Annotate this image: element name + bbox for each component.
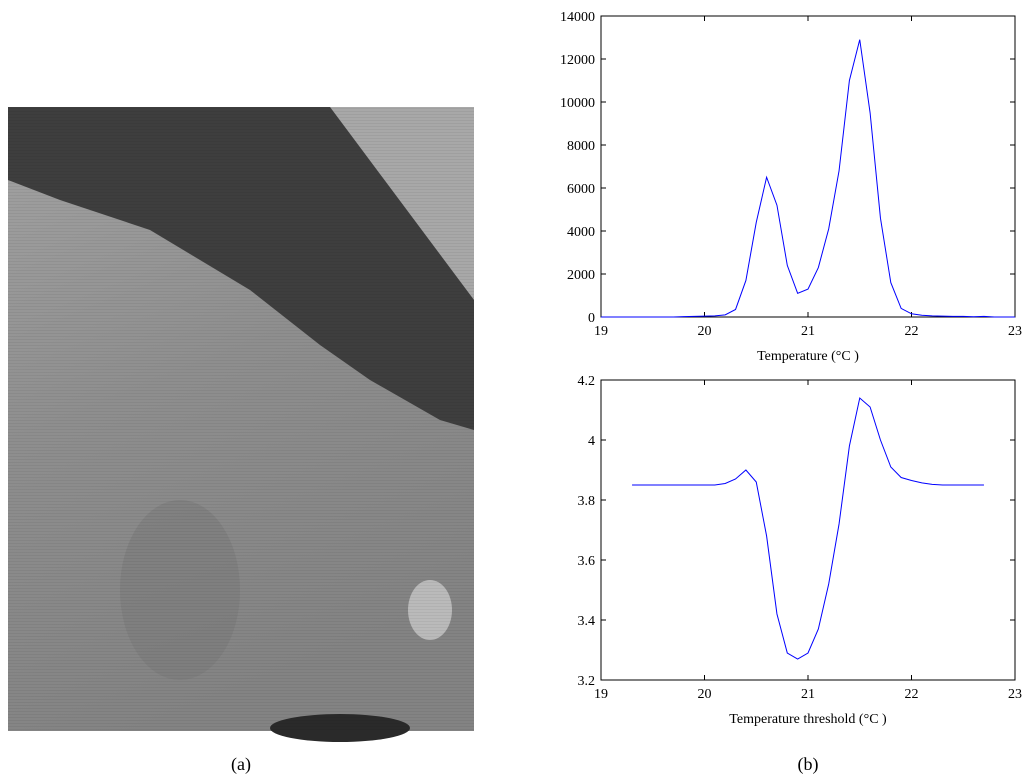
plot-frame bbox=[600, 379, 1016, 681]
y-tick-label: 12000 bbox=[560, 53, 595, 68]
y-tick-label: 0 bbox=[588, 311, 595, 326]
y-tick-label: 3.8 bbox=[578, 494, 596, 509]
x-tick-label: 19 bbox=[594, 324, 608, 339]
y-tick-label: 8000 bbox=[567, 139, 595, 154]
y-tick-label: 4000 bbox=[567, 225, 595, 240]
x-axis-label: Temperature threshold (°C ) bbox=[729, 712, 887, 727]
x-tick-label: 20 bbox=[698, 324, 712, 339]
data-line bbox=[601, 39, 1015, 318]
y-tick-label: 14000 bbox=[560, 10, 595, 25]
x-axis-label: Temperature (°C ) bbox=[757, 349, 859, 364]
x-tick-label: 21 bbox=[801, 324, 815, 339]
y-tick-label: 2000 bbox=[567, 268, 595, 283]
x-tick-label: 19 bbox=[594, 687, 608, 702]
y-tick-label: 3.6 bbox=[578, 554, 596, 569]
y-tick-label: 4 bbox=[588, 434, 595, 449]
plot-frame bbox=[600, 15, 1016, 318]
y-tick-label: 4.2 bbox=[578, 374, 596, 389]
x-tick-label: 23 bbox=[1008, 324, 1022, 339]
y-tick-label: 3.4 bbox=[578, 614, 596, 629]
x-tick-label: 23 bbox=[1008, 687, 1022, 702]
caption: (a) bbox=[231, 754, 251, 775]
x-tick-label: 22 bbox=[905, 687, 919, 702]
caption: (b) bbox=[798, 754, 819, 775]
thermal-image bbox=[8, 107, 474, 742]
x-tick-label: 21 bbox=[801, 687, 815, 702]
y-tick-label: 6000 bbox=[567, 182, 595, 197]
y-tick-label: 10000 bbox=[560, 96, 595, 111]
data-line bbox=[632, 397, 984, 660]
x-tick-label: 22 bbox=[905, 324, 919, 339]
x-tick-label: 20 bbox=[698, 687, 712, 702]
y-tick-label: 3.2 bbox=[578, 674, 596, 689]
